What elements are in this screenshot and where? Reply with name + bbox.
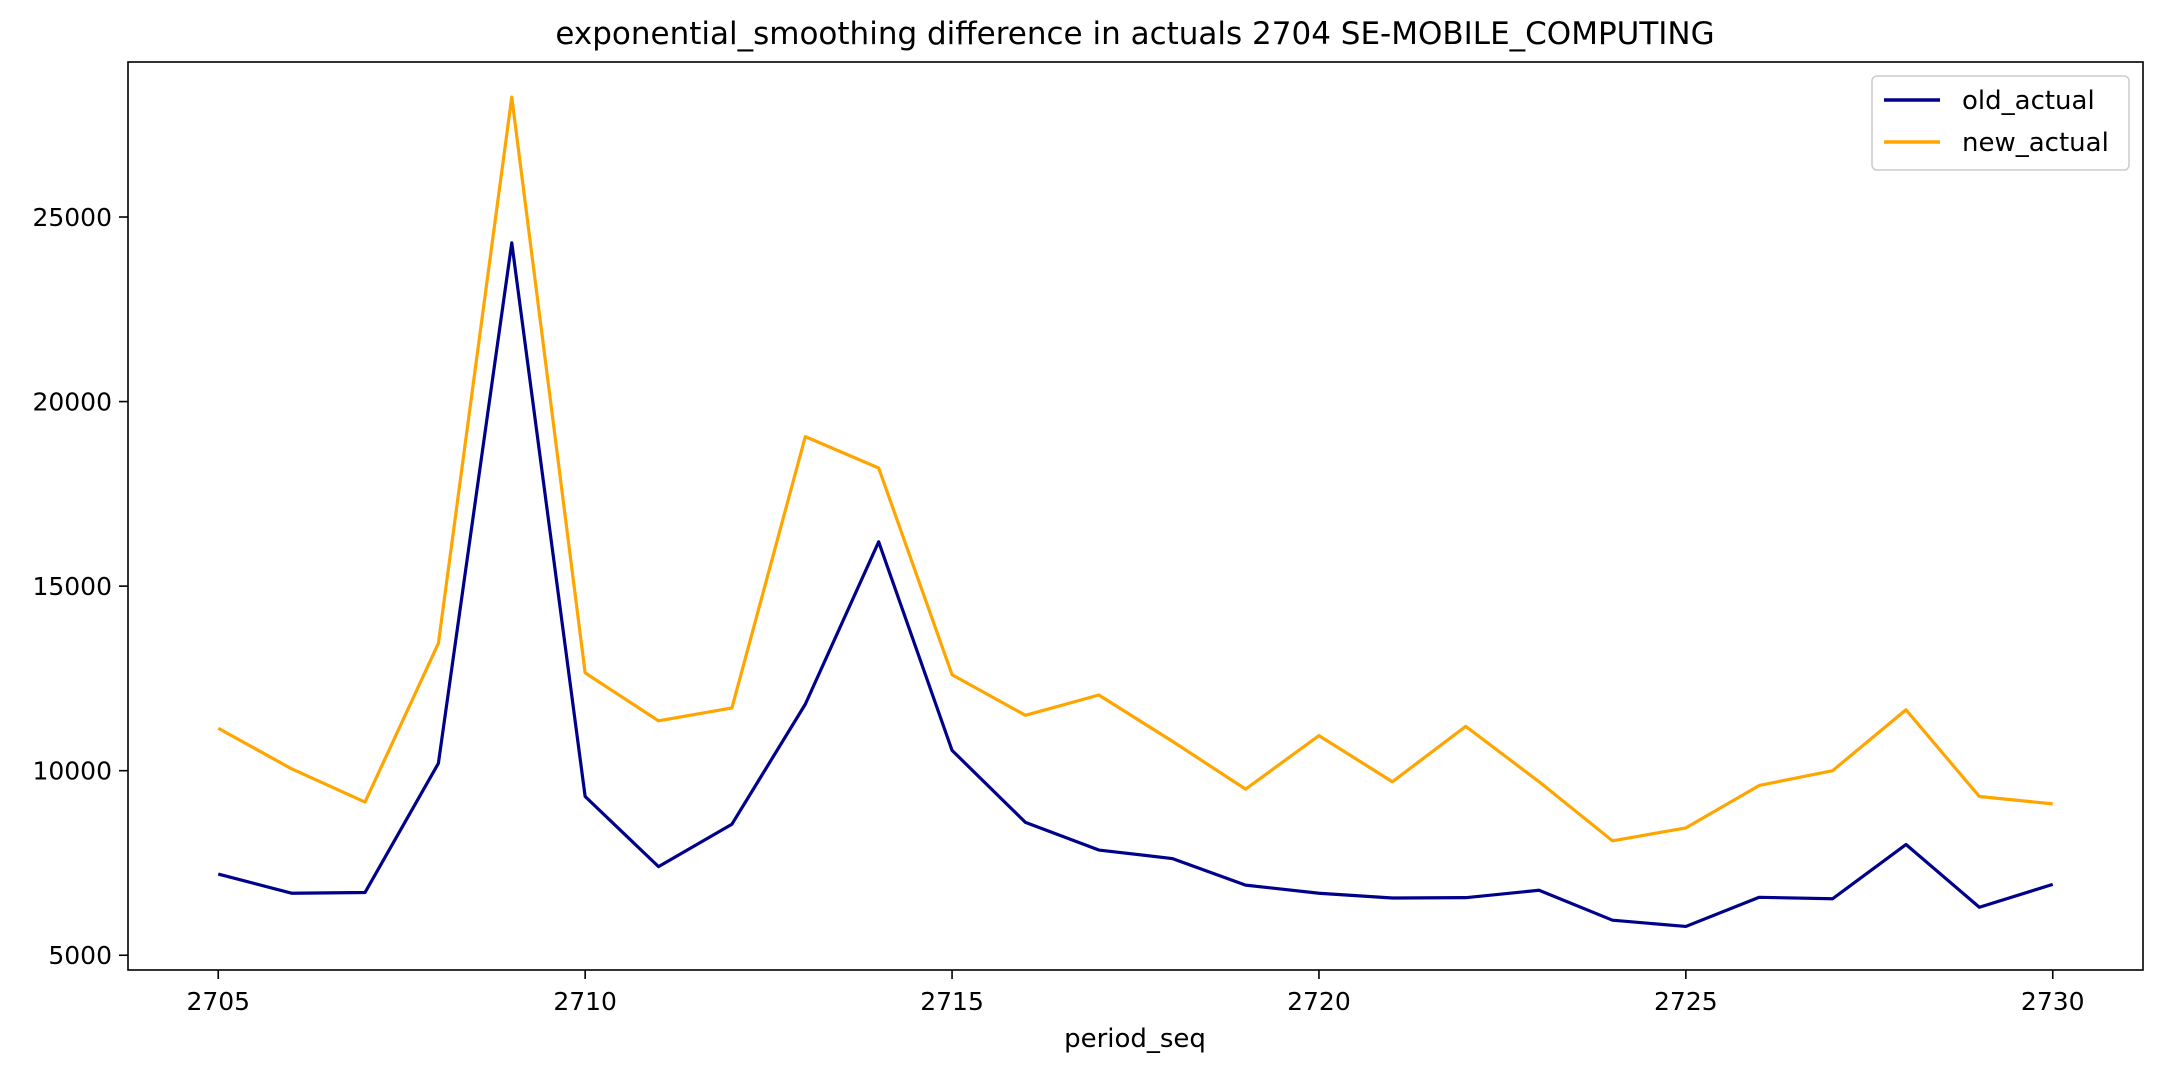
plot-area	[217, 95, 2054, 929]
series-line-new-actual	[217, 95, 2053, 843]
chart-title: exponential_smoothing difference in actu…	[555, 16, 1714, 52]
legend-label-old-actual: old_actual	[1962, 86, 2095, 116]
x-axis-label: period_seq	[1064, 1024, 1206, 1054]
y-tick-label: 5000	[48, 941, 112, 970]
legend: old_actual new_actual	[1871, 75, 2130, 171]
y-tick-label: 10000	[32, 757, 112, 786]
y-tick-label: 20000	[32, 388, 112, 417]
x-tick-label: 2705	[186, 987, 250, 1016]
x-tick-label: 2710	[553, 987, 617, 1016]
plot-frame	[127, 61, 2144, 971]
series-line-old-actual	[217, 241, 2054, 929]
x-axis: 2705 2710 2715 2720 2725 2730	[186, 970, 2085, 1016]
y-axis: 5000 10000 15000 20000 25000	[32, 203, 128, 970]
x-tick-label: 2720	[1287, 987, 1351, 1016]
y-tick-label: 15000	[32, 572, 112, 601]
x-tick-label: 2725	[1654, 987, 1718, 1016]
x-tick-label: 2730	[2021, 987, 2085, 1016]
x-tick-label: 2715	[920, 987, 984, 1016]
y-tick-label: 25000	[32, 203, 112, 232]
legend-label-new-actual: new_actual	[1962, 128, 2109, 158]
